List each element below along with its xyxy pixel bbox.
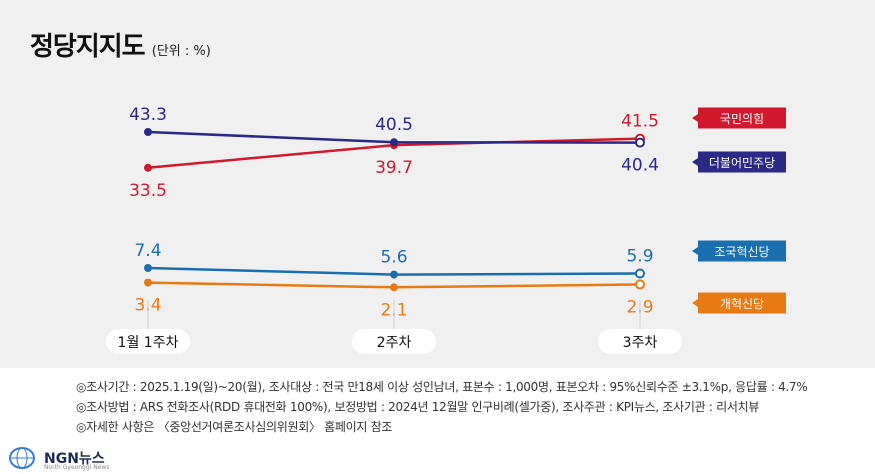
data-label-1-1: 40.5 <box>375 115 413 135</box>
data-point-1-1 <box>390 138 398 147</box>
data-label-2-1: 5.6 <box>380 248 407 268</box>
data-point-2-1 <box>390 270 398 279</box>
legend-tag-bg-0 <box>698 107 786 129</box>
data-point-1-2 <box>635 137 645 148</box>
ngn-news-logo: NGN뉴스 North Gyeonggi News <box>8 446 128 472</box>
legend-label-2: 조국혁신당 <box>714 245 769 259</box>
data-label-0-1: 39.7 <box>375 158 413 178</box>
data-point-2-2 <box>635 268 645 279</box>
legend-tag-arrow-2 <box>692 247 698 255</box>
data-point-3-2 <box>635 279 645 290</box>
category-label-0: 1월 1주차 <box>118 335 179 351</box>
data-label-0-0: 33.5 <box>129 181 167 201</box>
legend-label-0: 국민의힘 <box>720 112 764 126</box>
data-label-2-0: 7.4 <box>134 241 161 261</box>
data-point-3-1 <box>390 283 398 292</box>
data-point-2-0 <box>144 264 152 272</box>
data-label-1-2: 40.4 <box>621 156 659 176</box>
legend-label-3: 개혁신당 <box>720 297 764 311</box>
logo-subtitle: North Gyeonggi News <box>44 464 110 471</box>
logo-text: NGN뉴스 <box>44 451 105 467</box>
legend-tag-bg-3 <box>698 292 786 314</box>
data-label-0-2: 41.5 <box>621 112 659 132</box>
legend-tag-bg-1 <box>698 151 786 173</box>
legend-tag-arrow-3 <box>692 299 698 307</box>
category-pill-2 <box>598 329 682 354</box>
data-label-1-0: 43.3 <box>129 105 167 125</box>
data-point-1-0 <box>144 128 152 136</box>
survey-note-method: ◎조사방법 : ARS 전화조사(RDD 휴대전화 100%), 보정방법 : … <box>76 400 760 414</box>
unit-label: (단위 : %) <box>151 44 211 59</box>
category-pill-1 <box>352 329 436 354</box>
chart-title: 정당지지도 <box>30 32 146 62</box>
data-point-3-0 <box>144 278 152 287</box>
ngn-globe-icon <box>9 447 35 469</box>
category-label-1: 2주차 <box>377 335 412 351</box>
chart-title-block: 정당지지도 (단위 : %) <box>30 26 211 63</box>
survey-note-reference: ◎자세한 사항은 〈중앙선거여론조사심의위원회〉 홈페이지 참조 <box>76 420 393 434</box>
legend-tag-arrow-0 <box>692 114 698 122</box>
legend-label-1: 더불어민주당 <box>709 156 775 170</box>
category-label-2: 3주차 <box>623 335 658 351</box>
survey-note-period: ◎조사기간 : 2025.1.19(일)~20(월), 조사대상 : 전국 만1… <box>76 380 808 394</box>
data-label-2-2: 5.9 <box>626 246 653 266</box>
footer-band <box>0 368 875 474</box>
line-chart: 33.539.741.543.340.540.47.4 5.6 5.93.4 2.1 2… <box>106 105 786 354</box>
category-pill-0 <box>106 329 190 354</box>
data-point-0-0 <box>144 163 152 172</box>
legend-tag-arrow-1 <box>692 158 698 166</box>
legend-tag-bg-2 <box>698 240 786 262</box>
